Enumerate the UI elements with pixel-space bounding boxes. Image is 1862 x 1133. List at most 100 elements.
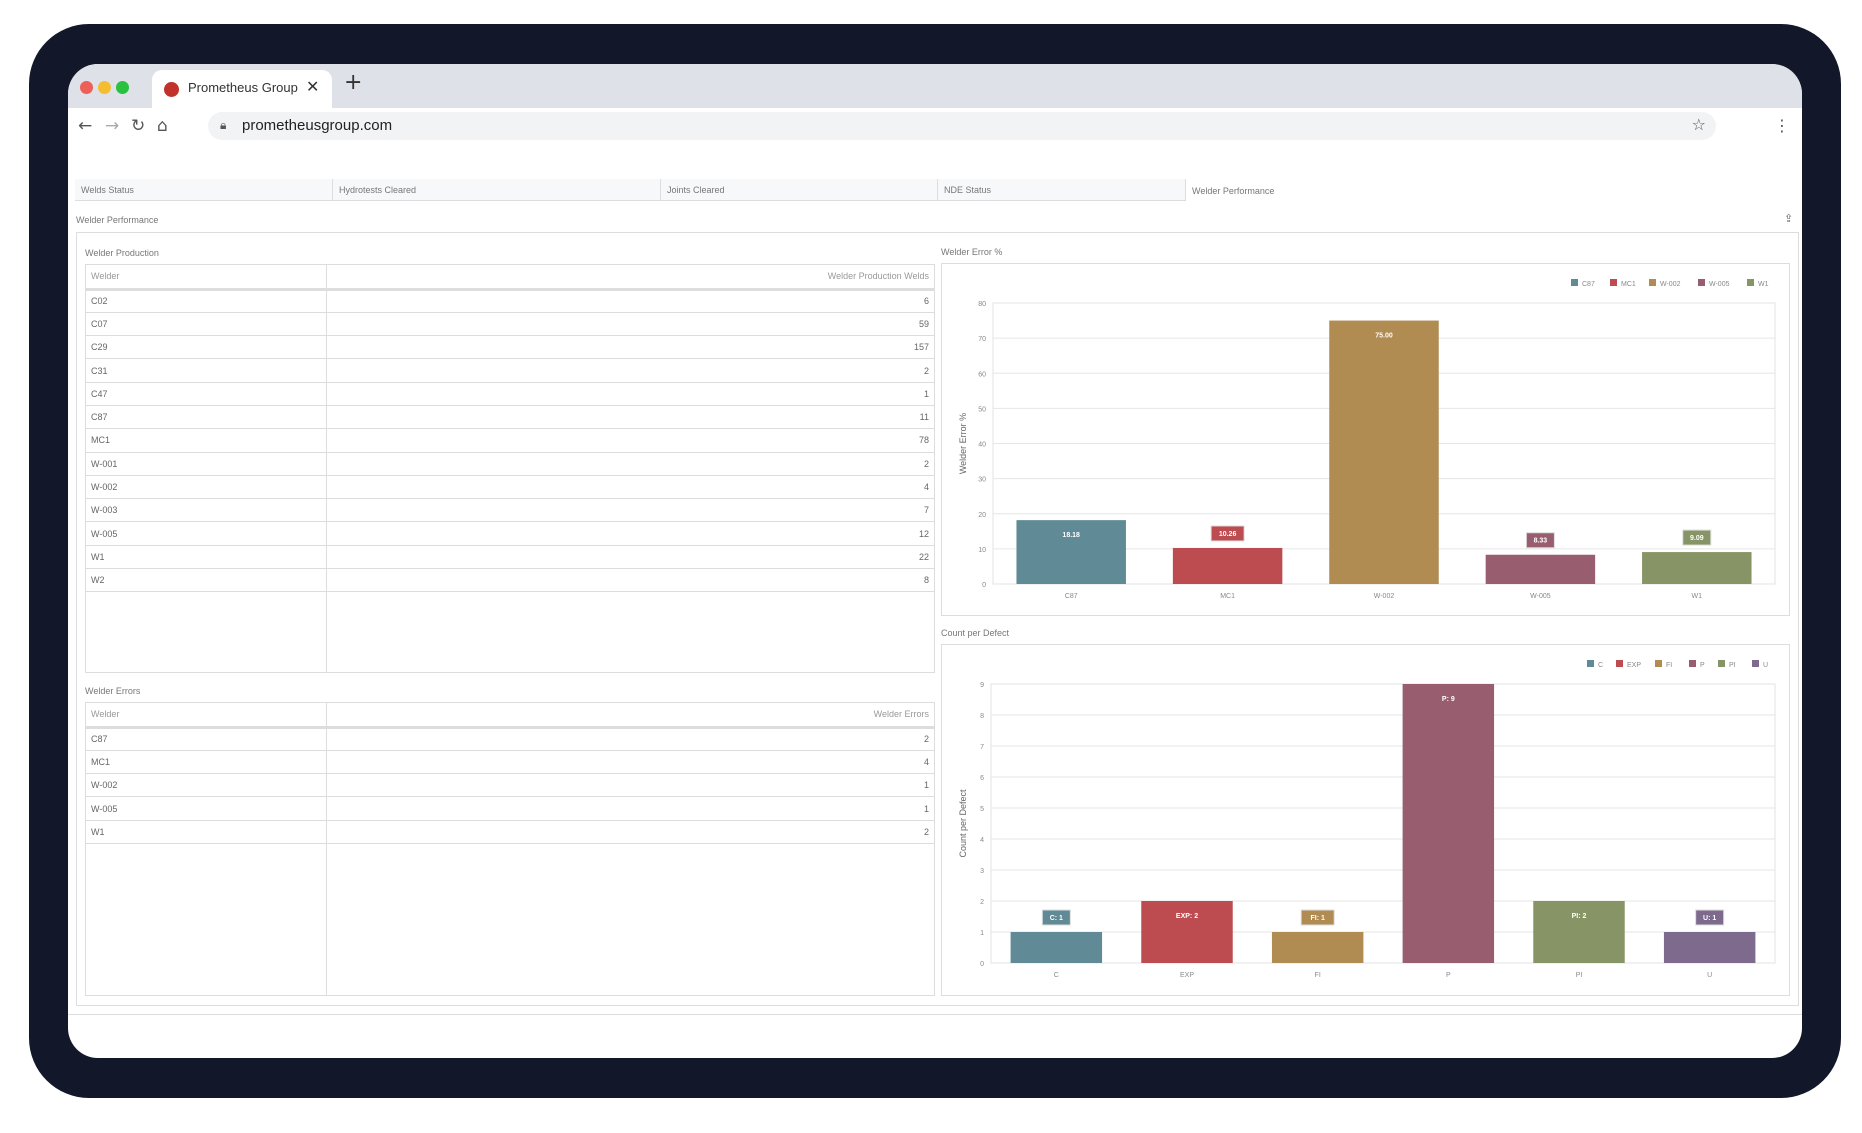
table-row[interactable]: W-003 7 xyxy=(86,498,934,523)
table-row[interactable]: W-005 12 xyxy=(86,521,934,546)
data-label-box xyxy=(1695,909,1725,926)
reload-icon[interactable]: ↻ xyxy=(131,116,146,136)
table-row[interactable]: MC1 4 xyxy=(86,750,934,775)
data-label-box xyxy=(1210,525,1245,542)
legend-label: C xyxy=(1598,662,1603,669)
table-row[interactable]: C47 1 xyxy=(86,382,934,406)
column-header-production-welds[interactable]: Welder Production Welds xyxy=(325,265,934,291)
welder-cell: C29 xyxy=(86,335,326,360)
data-label: P: 9 xyxy=(1442,696,1455,703)
y-tick-label: 5 xyxy=(980,806,984,813)
bar-w1 xyxy=(1642,552,1752,584)
count-per-defect-chart: 0 1 2 3 4 5 6 7 8 9 Count per Defect C C: 1 EXP EXP: 2… xyxy=(941,644,1790,996)
tab-nde-status[interactable]: NDE Status xyxy=(938,179,1186,201)
table-row[interactable]: MC1 78 xyxy=(86,428,934,453)
x-tick-label: W-002 xyxy=(1374,593,1395,600)
data-label: EXP: 2 xyxy=(1176,913,1198,920)
table-row[interactable]: W-002 1 xyxy=(86,773,934,798)
y-tick-label: 50 xyxy=(978,406,986,413)
x-tick-label: FI xyxy=(1315,972,1321,979)
tab-welds-status[interactable]: Welds Status xyxy=(75,179,333,201)
maximize-window-button[interactable] xyxy=(116,81,129,94)
tab-joints-cleared[interactable]: Joints Cleared xyxy=(661,179,938,201)
browser-tab[interactable]: Prometheus Group ✕ xyxy=(152,70,332,108)
y-tick-label: 2 xyxy=(980,899,984,906)
address-bar[interactable]: 🔒︎ prometheusgroup.com ☆ xyxy=(208,112,1716,140)
navigation-bar: ← → ↻ ⌂ 🔒︎ prometheusgroup.com ☆ ⋮ xyxy=(68,108,1802,148)
legend-label: W-005 xyxy=(1709,281,1730,288)
x-tick-label: PI xyxy=(1576,972,1583,979)
welder-cell: W-005 xyxy=(86,521,326,546)
table-row[interactable]: W-002 4 xyxy=(86,475,934,500)
tab-hydrotests-cleared[interactable]: Hydrotests Cleared xyxy=(333,179,661,201)
y-tick-label: 0 xyxy=(982,582,986,589)
data-label-box xyxy=(1525,532,1555,549)
table-row[interactable]: C29 157 xyxy=(86,335,934,360)
value-cell: 2 xyxy=(325,452,934,476)
table-row[interactable]: W1 2 xyxy=(86,820,934,844)
bar-w-002 xyxy=(1329,320,1439,584)
welder-errors-table: Welder Welder Errors C87 2 MC1 4 W-002 1 W-005… xyxy=(85,702,935,996)
table-row[interactable]: C31 2 xyxy=(86,358,934,383)
close-window-button[interactable] xyxy=(80,81,93,94)
table-header: Welder Welder Errors xyxy=(86,703,934,729)
bookmark-star-icon[interactable]: ☆ xyxy=(1691,115,1706,134)
table-row[interactable]: C87 2 xyxy=(86,727,934,751)
legend-swatch xyxy=(1616,660,1623,667)
value-cell: 6 xyxy=(325,289,934,313)
legend-label: P xyxy=(1700,662,1705,669)
y-tick-label: 40 xyxy=(978,442,986,449)
column-header-welder[interactable]: Welder xyxy=(86,265,326,291)
back-icon[interactable]: ← xyxy=(78,116,93,136)
value-cell: 12 xyxy=(325,521,934,546)
value-cell: 1 xyxy=(325,382,934,406)
value-cell: 2 xyxy=(325,820,934,844)
tab-welder-performance[interactable]: Welder Performance xyxy=(1186,179,1802,202)
column-header-welder-errors[interactable]: Welder Errors xyxy=(325,703,934,729)
column-header-welder[interactable]: Welder xyxy=(86,703,326,729)
legend-label: C87 xyxy=(1582,281,1595,288)
table-row[interactable]: W1 22 xyxy=(86,545,934,570)
table-row[interactable]: W-005 1 xyxy=(86,796,934,821)
bar-c87 xyxy=(1016,520,1126,584)
y-tick-label: 30 xyxy=(978,477,986,484)
welder-cell: C31 xyxy=(86,358,326,383)
value-cell: 78 xyxy=(325,428,934,453)
welder-production-table: Welder Welder Production Welds C02 6 C07 59… xyxy=(85,264,935,673)
forward-icon[interactable]: → xyxy=(105,116,120,136)
y-tick-label: 1 xyxy=(980,930,984,937)
export-icon[interactable]: ⇪ xyxy=(1784,212,1794,225)
legend-swatch xyxy=(1752,660,1759,667)
flame-logo-icon xyxy=(164,82,179,97)
table-header: Welder Welder Production Welds xyxy=(86,265,934,291)
value-cell: 4 xyxy=(325,750,934,775)
more-menu-icon[interactable]: ⋮ xyxy=(1774,116,1790,135)
y-tick-label: 4 xyxy=(980,837,984,844)
plot-area xyxy=(990,683,1776,964)
data-label: 10.26 xyxy=(1219,531,1237,538)
table-row[interactable]: W-001 2 xyxy=(86,452,934,476)
data-label: 75.00 xyxy=(1375,333,1393,340)
legend-label: W1 xyxy=(1758,281,1769,288)
bar-pi xyxy=(1533,901,1625,963)
value-cell: 157 xyxy=(325,335,934,360)
welder-cell: W-002 xyxy=(86,475,326,500)
table-row[interactable]: C02 6 xyxy=(86,289,934,313)
home-icon[interactable]: ⌂ xyxy=(157,116,168,136)
y-tick-label: 20 xyxy=(978,512,986,519)
welder-cell: C87 xyxy=(86,727,326,751)
table-row[interactable]: C07 59 xyxy=(86,312,934,337)
legend-swatch xyxy=(1587,660,1594,667)
welder-cell: C07 xyxy=(86,312,326,337)
errors-title: Welder Errors xyxy=(85,686,141,696)
value-cell: 1 xyxy=(325,796,934,821)
table-row[interactable]: W2 8 xyxy=(86,568,934,593)
table-row[interactable]: C87 11 xyxy=(86,405,934,430)
welder-error-chart: 0 10 20 30 40 50 60 70 80 Welder Error % C87 18.18 M… xyxy=(941,263,1790,616)
count-per-defect-chart-svg: 0 1 2 3 4 5 6 7 8 9 Count per Defect C C: 1 EXP EXP: 2… xyxy=(958,660,1776,979)
close-tab-icon[interactable]: ✕ xyxy=(306,77,320,96)
welder-cell: W-003 xyxy=(86,498,326,523)
minimize-window-button[interactable] xyxy=(98,81,111,94)
y-axis-title: Welder Error % xyxy=(958,413,968,474)
new-tab-button[interactable]: + xyxy=(344,70,363,95)
